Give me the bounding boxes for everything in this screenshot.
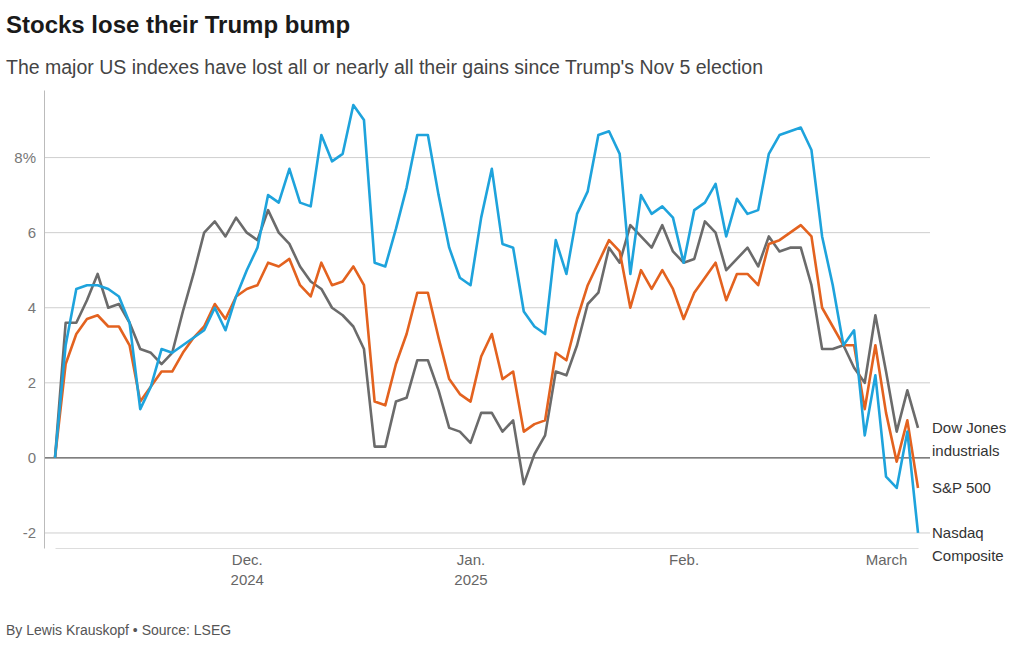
grid-line bbox=[44, 532, 930, 533]
y-axis: -2 0 2 4 6 8% bbox=[14, 91, 44, 549]
x-tick-label-line: Jan. bbox=[457, 551, 485, 568]
y-tick-label: 8% bbox=[14, 149, 36, 166]
source: By Lewis Krauskopf • Source: LSEG bbox=[6, 622, 231, 638]
x-axis-line bbox=[56, 548, 919, 549]
y-tick: 0 bbox=[28, 449, 44, 466]
x-tick: Dec. 2024 bbox=[231, 551, 264, 588]
series-label-line: S&P 500 bbox=[932, 479, 991, 496]
y-tick-label: 6 bbox=[28, 224, 36, 241]
y-tick: 6 bbox=[28, 224, 44, 241]
y-tick-label: -2 bbox=[23, 524, 36, 541]
y-tick: 4 bbox=[28, 299, 44, 316]
chart: Stocks lose their Trump bump The major US… bbox=[0, 0, 1024, 646]
x-tick-label: March bbox=[866, 551, 908, 568]
x-axis: Dec. 2024 Jan. 2025 Feb. March bbox=[56, 549, 919, 588]
y-axis-line bbox=[44, 91, 45, 549]
y-tick-label: 4 bbox=[28, 299, 36, 316]
grid-line bbox=[44, 382, 930, 383]
x-tick: Feb. bbox=[669, 551, 699, 568]
grid bbox=[44, 158, 930, 533]
y-tick: -2 bbox=[23, 524, 44, 541]
series-label-line: Nasdaq bbox=[932, 524, 984, 541]
series-label-line: Composite bbox=[932, 547, 1004, 564]
x-tick-label-line: Dec. bbox=[232, 551, 263, 568]
x-tick-label: Feb. bbox=[669, 551, 699, 568]
subtitle: The major US indexes have lost all or ne… bbox=[6, 56, 763, 78]
series-label-line: industrials bbox=[932, 442, 1000, 459]
x-tick-label-line: March bbox=[866, 551, 908, 568]
x-tick-label: Jan. 2025 bbox=[454, 551, 487, 588]
zero-line bbox=[44, 457, 930, 458]
x-tick-label-line: Feb. bbox=[669, 551, 699, 568]
series-label: Dow Jones industrials bbox=[932, 419, 1006, 459]
x-tick-label-line: 2025 bbox=[454, 571, 487, 588]
x-tick: March bbox=[866, 551, 908, 568]
title: Stocks lose their Trump bump bbox=[6, 11, 350, 38]
y-tick: 8% bbox=[14, 149, 44, 166]
x-tick: Jan. 2025 bbox=[454, 551, 487, 588]
series-label: S&P 500 bbox=[932, 479, 991, 496]
y-tick-label: 0 bbox=[28, 449, 36, 466]
series-line bbox=[55, 105, 918, 533]
grid-line bbox=[44, 232, 930, 233]
series-label-line: Dow Jones bbox=[932, 419, 1006, 436]
lines bbox=[55, 105, 918, 533]
series-label: Nasdaq Composite bbox=[932, 524, 1004, 564]
x-tick-label-line: 2024 bbox=[231, 571, 264, 588]
y-tick-label: 2 bbox=[28, 374, 36, 391]
x-tick-label: Dec. 2024 bbox=[231, 551, 264, 588]
grid-line bbox=[44, 157, 930, 158]
series-labels: Dow Jones industrials S&P 500 Nasdaq Composi… bbox=[932, 419, 1006, 564]
y-tick: 2 bbox=[28, 374, 44, 391]
series-line bbox=[55, 225, 918, 488]
grid-line bbox=[44, 307, 930, 308]
